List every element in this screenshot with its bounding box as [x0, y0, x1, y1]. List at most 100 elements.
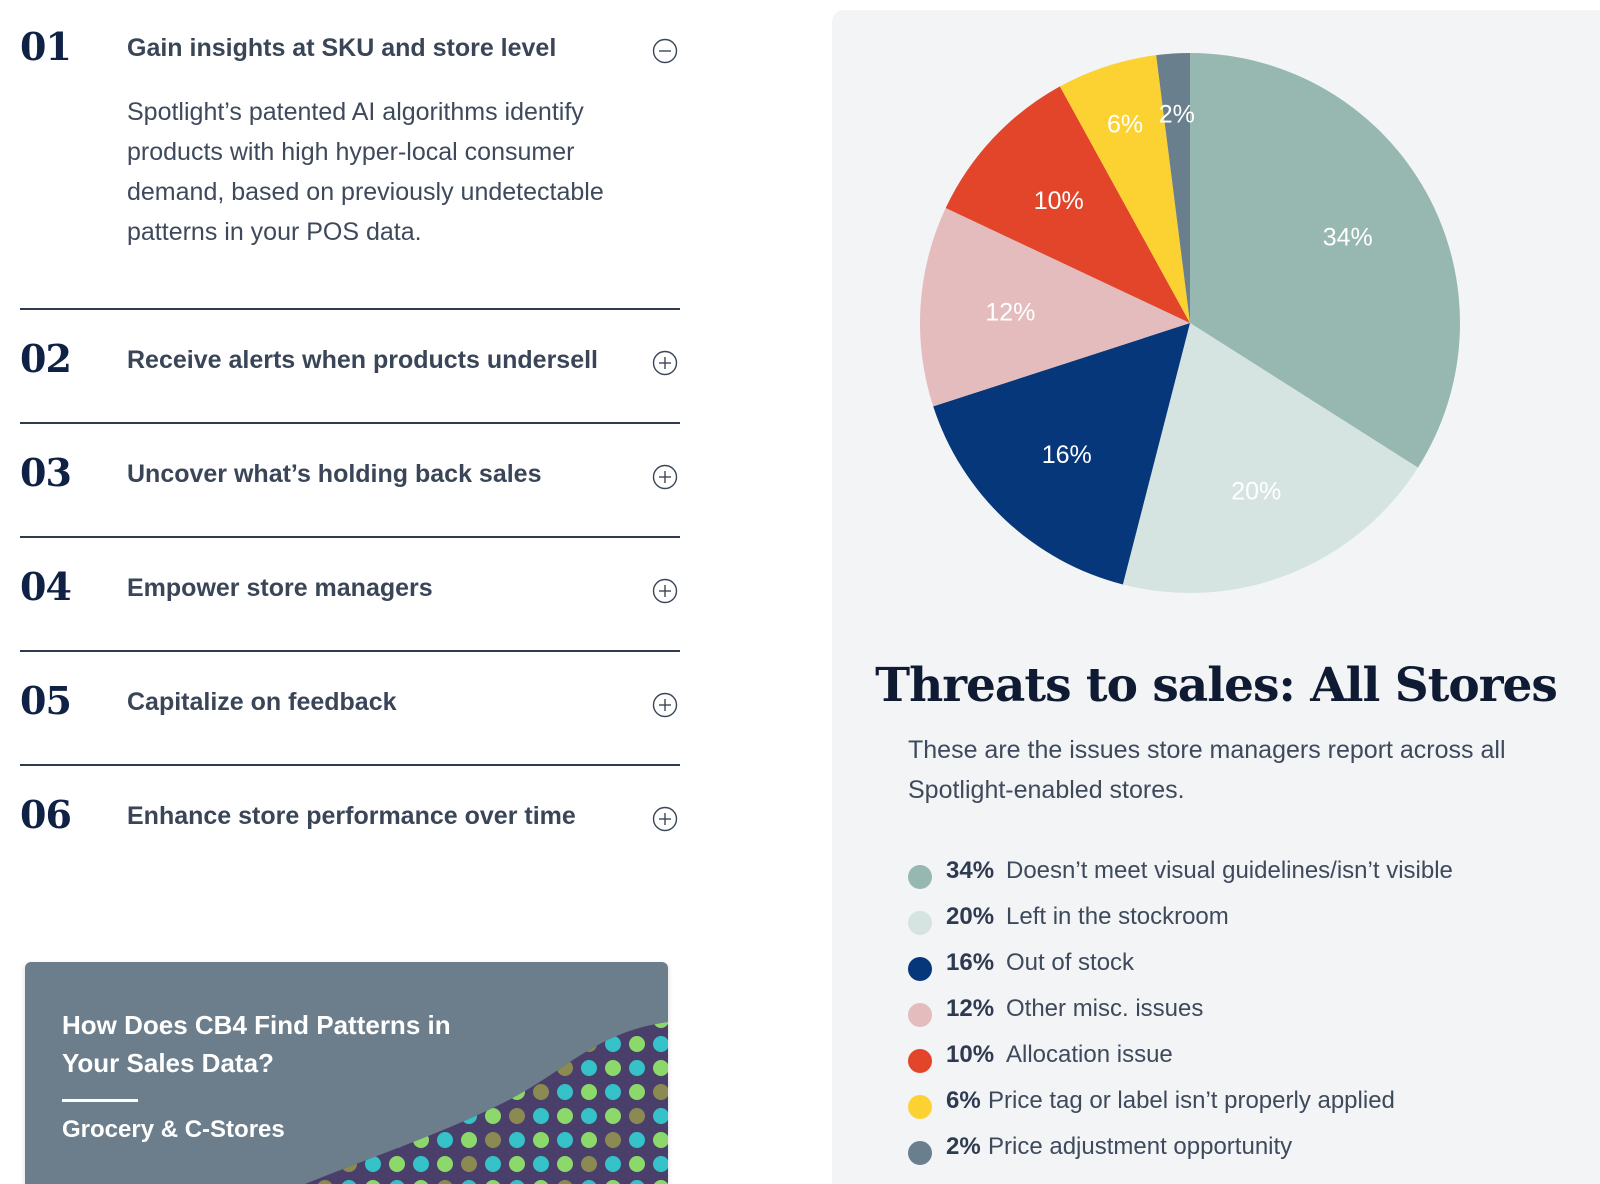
- accordion-title[interactable]: Empower store managers: [127, 574, 433, 602]
- pattern-dot: [557, 1060, 573, 1076]
- pattern-dot: [533, 1108, 549, 1124]
- pattern-dot: [413, 1108, 429, 1124]
- pattern-dot: [629, 1156, 645, 1172]
- pattern-dot: [413, 1132, 429, 1148]
- accordion-number: 05: [20, 678, 72, 723]
- pie-slice-label-5: 10%: [1034, 187, 1084, 215]
- accordion-title[interactable]: Enhance store performance over time: [127, 802, 576, 830]
- pattern-dot: [365, 1132, 381, 1148]
- accordion-title[interactable]: Capitalize on feedback: [127, 688, 397, 716]
- pattern-dot: [365, 1156, 381, 1172]
- pie-slice-label-1: 34%: [1323, 223, 1373, 251]
- pattern-dot: [629, 1036, 645, 1052]
- divider: [20, 650, 680, 652]
- pattern-dot: [461, 1108, 477, 1124]
- pattern-dot: [533, 1060, 549, 1076]
- divider: [20, 536, 680, 538]
- legend-label: Doesn’t meet visual guidelines/isn’t vis…: [1006, 857, 1453, 884]
- minus-circle-icon[interactable]: [652, 38, 678, 64]
- pattern-dot: [581, 1132, 597, 1148]
- pattern-dot: [485, 1108, 501, 1124]
- pattern-dot: [437, 1132, 453, 1148]
- pattern-dot: [557, 1022, 573, 1028]
- pattern-dot: [629, 1132, 645, 1148]
- legend-swatch: [908, 1049, 932, 1073]
- plus-circle-icon[interactable]: [652, 692, 678, 718]
- plus-circle-icon[interactable]: [652, 350, 678, 376]
- pattern-dot: [653, 1036, 668, 1052]
- plus-circle-icon[interactable]: [652, 806, 678, 832]
- plus-circle-icon[interactable]: [652, 578, 678, 604]
- pattern-dot: [485, 1060, 501, 1076]
- pattern-dot: [605, 1156, 621, 1172]
- accordion-title[interactable]: Uncover what’s holding back sales: [127, 460, 542, 488]
- legend-percent: 16%: [946, 949, 995, 976]
- accordion-title[interactable]: Receive alerts when products undersell: [127, 346, 598, 374]
- plus-circle-icon[interactable]: [652, 464, 678, 490]
- pattern-dot: [509, 1022, 525, 1028]
- accordion-number: 02: [20, 336, 72, 381]
- pattern-dot: [485, 1022, 501, 1028]
- pattern-dot: [437, 1084, 453, 1100]
- pattern-dot: [413, 1084, 429, 1100]
- pattern-dot: [581, 1036, 597, 1052]
- legend-percent: 34%: [946, 857, 995, 884]
- pie-chart: 34% 20% 16% 12% 10% 6% 2%: [920, 53, 1460, 593]
- pattern-dot: [341, 1084, 357, 1100]
- accordion-title[interactable]: Gain insights at SKU and store level: [127, 34, 557, 62]
- legend-label: Out of stock: [1006, 949, 1135, 976]
- pattern-dot: [629, 1060, 645, 1076]
- pattern-dot: [605, 1132, 621, 1148]
- pattern-dot: [605, 1060, 621, 1076]
- legend-label: Left in the stockroom: [1006, 903, 1229, 930]
- pattern-dot: [533, 1156, 549, 1172]
- pattern-dot: [317, 1108, 333, 1124]
- legend-label: Price adjustment opportunity: [988, 1133, 1293, 1160]
- pie-slice-label-6: 6%: [1107, 110, 1143, 138]
- pattern-dot: [341, 1156, 357, 1172]
- divider: [20, 422, 680, 424]
- pattern-dot: [509, 1132, 525, 1148]
- pattern-dot: [485, 1132, 501, 1148]
- legend-label: Allocation issue: [1006, 1041, 1173, 1068]
- promo-card-divider: [62, 1099, 138, 1102]
- accordion-number: 04: [20, 564, 72, 609]
- pattern-dot: [509, 1156, 525, 1172]
- pattern-dot: [509, 1084, 525, 1100]
- legend-percent: 10%: [946, 1041, 995, 1068]
- pattern-dot: [653, 1022, 668, 1028]
- pattern-dot: [581, 1022, 597, 1028]
- pattern-dot: [389, 1156, 405, 1172]
- pattern-dot: [557, 1036, 573, 1052]
- pattern-dot: [605, 1022, 621, 1028]
- pattern-dot: [557, 1108, 573, 1124]
- pattern-dot: [317, 1156, 333, 1172]
- legend-swatch: [908, 1003, 932, 1027]
- pattern-dot: [653, 1060, 668, 1076]
- pattern-dot: [581, 1156, 597, 1172]
- pie-slice-label-4: 12%: [985, 299, 1035, 327]
- pie-slice-2: [1122, 323, 1418, 593]
- promo-card[interactable]: How Does CB4 Find Patterns in Your Sales…: [25, 962, 668, 1184]
- pie-slice-7: [1156, 53, 1190, 323]
- pattern-dot: [605, 1084, 621, 1100]
- legend-label: Other misc. issues: [1006, 995, 1204, 1022]
- pattern-dot: [389, 1084, 405, 1100]
- pattern-dot: [557, 1084, 573, 1100]
- dot-pattern-graphic: [305, 1022, 668, 1184]
- pattern-dot: [485, 1036, 501, 1052]
- pattern-dot: [389, 1132, 405, 1148]
- pattern-dot: [461, 1132, 477, 1148]
- legend-swatch: [908, 911, 932, 935]
- accordion-number: 03: [20, 450, 72, 495]
- pattern-dot: [533, 1084, 549, 1100]
- pattern-dot: [461, 1084, 477, 1100]
- pie-slice-4: [920, 208, 1190, 407]
- pattern-dot: [509, 1060, 525, 1076]
- features-accordion: 01 Gain insights at SKU and store level …: [0, 0, 700, 1184]
- chart-panel: 34% 20% 16% 12% 10% 6% 2% Threats to sales: Al…: [832, 10, 1600, 1184]
- pattern-dot: [461, 1156, 477, 1172]
- pie-slice-3: [933, 323, 1190, 585]
- pie-slice-label-7: 2%: [1159, 100, 1195, 128]
- wave-shape: [305, 1022, 668, 1184]
